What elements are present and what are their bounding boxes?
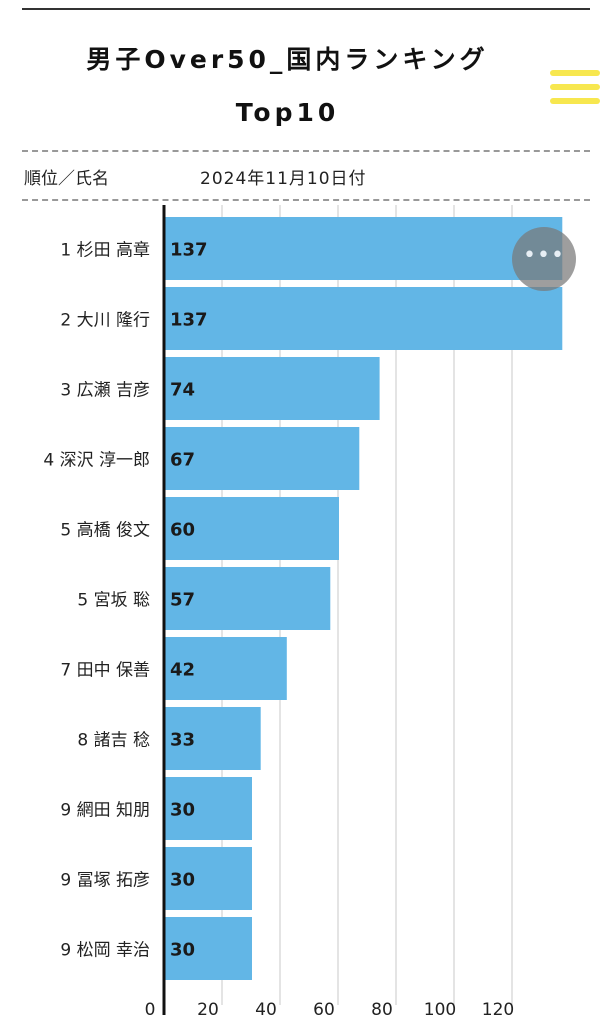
top-rule [22, 8, 590, 10]
rank-name-header: 順位／氏名 [24, 169, 109, 189]
bar-value-label: 137 [170, 240, 208, 261]
ranking-date: 2024年11月10日付 [200, 169, 367, 189]
bar-value-label: 42 [170, 660, 195, 681]
category-label: 8 諸吉 稔 [77, 731, 150, 751]
category-label: 9 冨塚 拓彦 [60, 871, 150, 891]
category-label: 1 杉田 高章 [60, 241, 150, 261]
bar-value-label: 67 [170, 450, 195, 471]
category-label: 5 高橋 俊文 [60, 521, 150, 541]
bar [165, 287, 563, 350]
category-label: 7 田中 保善 [60, 661, 150, 681]
bar-value-label: 30 [170, 800, 195, 821]
x-tick-label: 100 [424, 1000, 456, 1020]
header-divider-top [22, 150, 590, 152]
bar-value-label: 137 [170, 310, 208, 331]
bar [165, 217, 563, 280]
category-label: 9 松岡 幸治 [60, 941, 150, 961]
x-tick-label: 40 [255, 1000, 277, 1020]
x-tick-label: 20 [197, 1000, 219, 1020]
bar [165, 567, 331, 630]
category-label: 3 広瀬 吉彦 [60, 381, 150, 401]
bar-value-label: 30 [170, 870, 195, 891]
category-label: 5 宮坂 聡 [77, 591, 150, 611]
x-tick-label: 120 [482, 1000, 514, 1020]
page-title: 男子Over50_国内ランキング [86, 45, 489, 74]
bar-value-label: 57 [170, 590, 195, 611]
category-label: 9 網田 知朋 [60, 801, 150, 821]
hamburger-menu-icon[interactable] [550, 70, 600, 108]
ranking-bar-chart: 137 1 杉田 高章 137 2 大川 隆行 74 3 広瀬 吉彦 67 4 深沢 淳一郎 6… [43, 205, 563, 1020]
x-tick-label: 80 [371, 1000, 393, 1020]
bar-value-label: 60 [170, 520, 195, 541]
category-label: 4 深沢 淳一郎 [43, 451, 150, 471]
header-divider-bottom [22, 199, 590, 201]
bar [165, 637, 287, 700]
bar [165, 777, 252, 840]
bar [165, 497, 339, 560]
more-options-icon[interactable]: ••• [512, 227, 576, 291]
bar-value-label: 30 [170, 940, 195, 961]
bar-value-label: 33 [170, 730, 195, 751]
bar [165, 847, 252, 910]
bar [165, 357, 380, 420]
x-tick-label: 60 [313, 1000, 335, 1020]
bar [165, 917, 252, 980]
x-tick-label: 0 [145, 1000, 156, 1020]
page-subtitle: Top10 [235, 98, 340, 127]
bar [165, 707, 261, 770]
category-label: 2 大川 隆行 [60, 311, 150, 331]
bar [165, 427, 360, 490]
bar-value-label: 74 [170, 380, 195, 401]
